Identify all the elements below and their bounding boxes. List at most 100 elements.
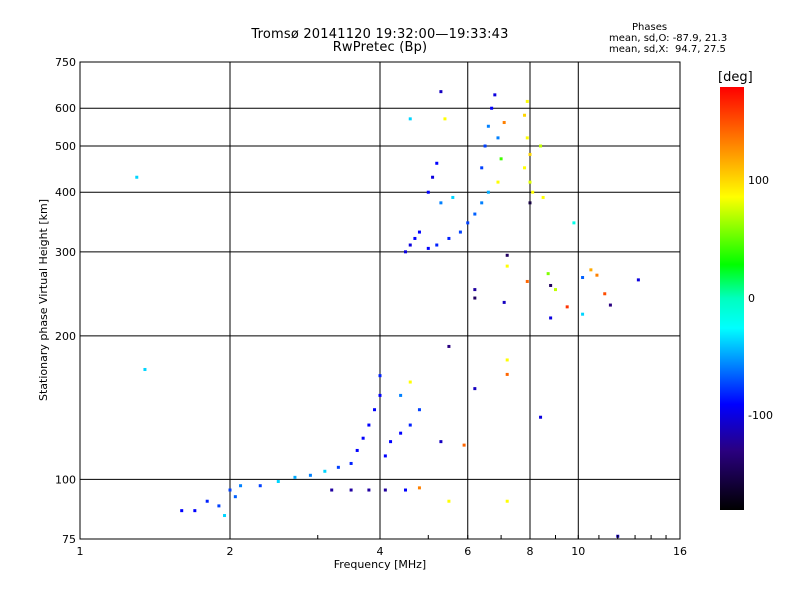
- x-tick-label: 4: [377, 545, 384, 558]
- data-point: [293, 475, 297, 479]
- data-point: [439, 90, 443, 94]
- data-point: [383, 488, 387, 492]
- data-point: [505, 358, 509, 362]
- phase-stat-o: mean, sd,O: -87.9, 21.3: [609, 33, 728, 44]
- data-point: [525, 99, 529, 103]
- data-point: [205, 499, 209, 503]
- data-point: [502, 300, 506, 304]
- x-axis-label: Frequency [MHz]: [334, 558, 426, 571]
- data-point: [451, 195, 455, 199]
- data-point: [373, 408, 377, 412]
- data-point: [523, 113, 527, 117]
- data-point: [439, 440, 443, 444]
- data-point: [180, 509, 184, 513]
- data-point: [417, 486, 421, 490]
- data-points: [135, 90, 640, 538]
- data-point: [408, 117, 412, 121]
- data-point: [486, 124, 490, 128]
- data-point: [462, 443, 466, 447]
- data-point: [193, 509, 197, 513]
- data-point: [378, 374, 382, 378]
- data-point: [435, 161, 439, 165]
- data-point: [443, 117, 447, 121]
- data-point: [539, 144, 543, 148]
- data-point: [480, 201, 484, 205]
- data-point: [367, 488, 371, 492]
- data-point: [589, 268, 593, 272]
- data-point: [523, 166, 527, 170]
- y-tick-label: 600: [55, 102, 76, 115]
- data-point: [541, 195, 545, 199]
- data-point: [581, 312, 585, 316]
- data-point: [217, 504, 221, 508]
- data-point: [531, 190, 535, 194]
- data-point: [603, 292, 607, 296]
- y-axis-label: Stationary phase Virtual Height [km]: [37, 199, 50, 401]
- data-point: [258, 484, 262, 488]
- x-tick-label: 2: [227, 545, 234, 558]
- data-point: [143, 367, 147, 371]
- y-tick-label: 500: [55, 140, 76, 153]
- colorbar-tick-label: 100: [748, 174, 769, 187]
- data-point: [228, 488, 232, 492]
- data-point: [505, 253, 509, 257]
- data-point: [549, 316, 553, 320]
- data-point: [502, 121, 506, 125]
- data-point: [549, 283, 553, 287]
- colorbar-tick-label: -100: [748, 409, 773, 422]
- data-point: [389, 440, 393, 444]
- data-point: [447, 499, 451, 503]
- data-point: [323, 469, 327, 473]
- data-point: [361, 436, 365, 440]
- y-tick-label: 400: [55, 186, 76, 199]
- y-tick-label: 750: [55, 56, 76, 69]
- data-point: [349, 461, 353, 465]
- data-point: [525, 279, 529, 283]
- x-tick-label: 16: [673, 545, 687, 558]
- data-point: [408, 243, 412, 247]
- grid-lines: [80, 62, 680, 539]
- data-point: [505, 372, 509, 376]
- data-point: [403, 488, 407, 492]
- data-point: [233, 495, 237, 499]
- data-point: [499, 157, 503, 161]
- data-point: [486, 190, 490, 194]
- data-point: [490, 106, 494, 110]
- data-point: [426, 246, 430, 250]
- x-tick-label: 10: [571, 545, 585, 558]
- x-tick-label: 6: [464, 545, 471, 558]
- data-point: [505, 264, 509, 268]
- x-tick-label: 8: [527, 545, 534, 558]
- data-point: [447, 344, 451, 348]
- y-tick-label: 75: [62, 533, 76, 546]
- chart-title: Tromsø 20141120 19:32:00—19:33:43: [251, 27, 509, 42]
- data-point: [539, 415, 543, 419]
- data-point: [528, 201, 532, 205]
- data-point: [473, 296, 477, 300]
- data-point: [367, 423, 371, 427]
- data-point: [496, 136, 500, 140]
- chart-subtitle: RwPretec (Bp): [332, 40, 428, 55]
- data-point: [525, 136, 529, 140]
- data-point: [528, 152, 532, 156]
- data-point: [239, 484, 243, 488]
- data-point: [383, 454, 387, 458]
- data-point: [435, 243, 439, 247]
- data-point: [447, 236, 451, 240]
- data-point: [355, 448, 359, 452]
- data-point: [572, 221, 576, 225]
- data-point: [417, 230, 421, 234]
- data-point: [336, 465, 340, 469]
- data-point: [399, 431, 403, 435]
- data-point: [223, 514, 227, 518]
- data-point: [480, 166, 484, 170]
- data-point: [431, 175, 435, 179]
- y-tick-label: 100: [55, 473, 76, 486]
- data-point: [413, 236, 417, 240]
- data-point: [466, 221, 470, 225]
- data-point: [439, 201, 443, 205]
- data-point: [636, 278, 640, 282]
- phase-stat-x: mean, sd,X: 94.7, 27.5: [609, 44, 726, 55]
- data-point: [378, 393, 382, 397]
